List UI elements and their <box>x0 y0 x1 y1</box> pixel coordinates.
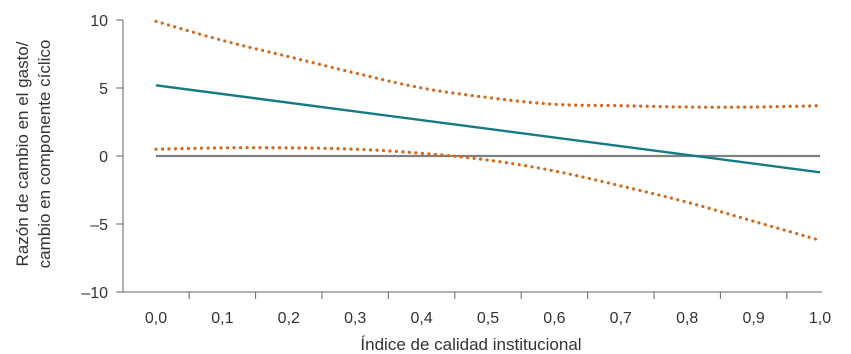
y-axis-title: Razón de cambio en el gasto/ cambio en c… <box>13 40 54 269</box>
y-tick-label: –5 <box>90 217 108 234</box>
x-tick-label: 0,5 <box>477 310 499 327</box>
y-tick-label: 10 <box>90 13 108 30</box>
x-tick-label: 0,3 <box>344 310 366 327</box>
y-axis-title-line-2: cambio en componente cíclico <box>35 40 54 269</box>
x-ticks: 0,0 0,1 0,2 0,3 0,4 0,5 0,6 0,7 0,8 0,9 1,0 <box>145 292 831 327</box>
x-tick-label: 0,6 <box>543 310 565 327</box>
x-tick-label: 0,2 <box>278 310 300 327</box>
x-tick-label: 0,9 <box>742 310 764 327</box>
y-ticks: –10 –5 0 5 10 <box>81 13 123 302</box>
x-tick-label: 0,4 <box>410 310 432 327</box>
x-tick-label: 1,0 <box>809 310 831 327</box>
y-tick-label: –10 <box>81 285 108 302</box>
x-tick-label: 0,1 <box>211 310 233 327</box>
series-estimate <box>155 84 821 174</box>
x-axis-title: Índice de calidad institucional <box>360 335 581 354</box>
x-tick-label: 0,7 <box>610 310 632 327</box>
plot-series <box>154 19 822 242</box>
series-lower-band <box>154 146 822 242</box>
series-upper-band <box>154 19 822 109</box>
x-tick-label: 0,8 <box>676 310 698 327</box>
y-tick-label: 5 <box>99 81 108 98</box>
y-axis-title-line-1: Razón de cambio en el gasto/ <box>13 41 32 266</box>
y-tick-label: 0 <box>99 149 108 166</box>
x-tick-label: 0,0 <box>145 310 167 327</box>
